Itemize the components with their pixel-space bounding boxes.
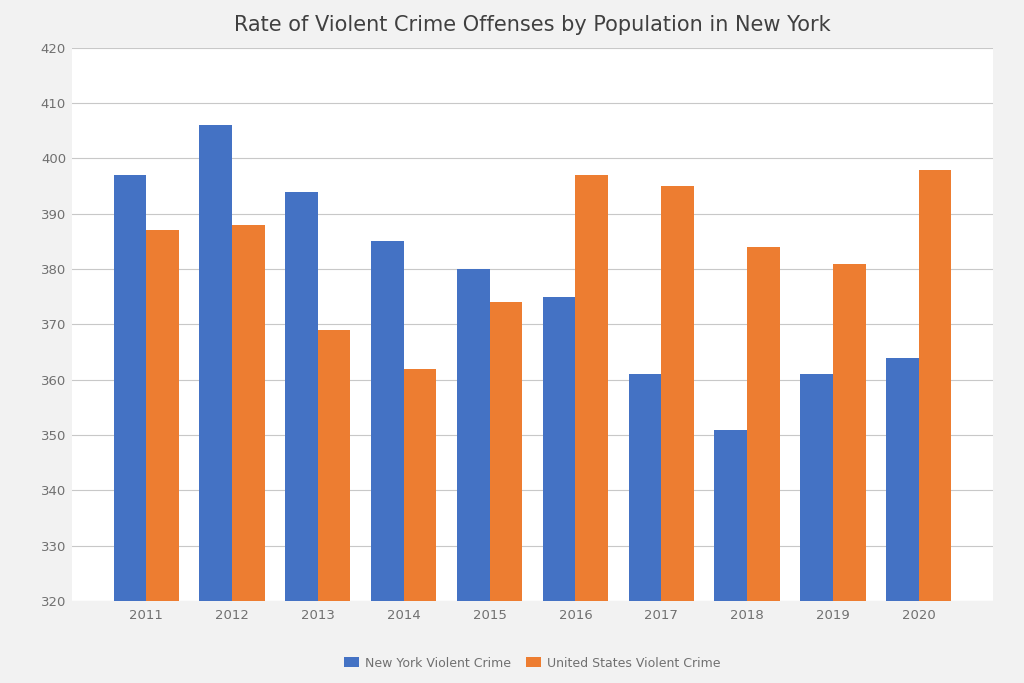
Bar xyxy=(629,374,662,683)
Bar xyxy=(232,225,264,683)
Bar xyxy=(317,330,350,683)
Bar xyxy=(489,303,522,683)
Bar xyxy=(403,369,436,683)
Bar xyxy=(146,230,179,683)
Bar xyxy=(919,169,951,683)
Bar xyxy=(748,247,779,683)
Legend: New York Violent Crime, United States Violent Crime: New York Violent Crime, United States Vi… xyxy=(339,652,726,675)
Bar xyxy=(543,296,575,683)
Bar xyxy=(886,358,919,683)
Bar xyxy=(286,192,317,683)
Bar xyxy=(575,175,608,683)
Title: Rate of Violent Crime Offenses by Population in New York: Rate of Violent Crime Offenses by Popula… xyxy=(234,15,830,35)
Bar xyxy=(715,430,748,683)
Bar xyxy=(371,242,403,683)
Bar xyxy=(114,175,146,683)
Bar xyxy=(833,264,865,683)
Bar xyxy=(200,125,232,683)
Bar xyxy=(457,269,489,683)
Bar xyxy=(801,374,833,683)
Bar xyxy=(662,186,694,683)
